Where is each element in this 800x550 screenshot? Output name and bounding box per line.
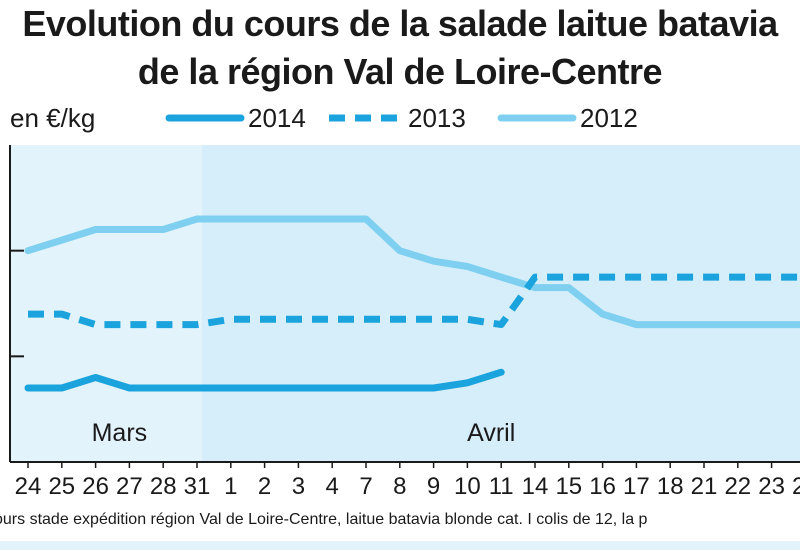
x-tick-label: 16 bbox=[589, 473, 616, 500]
legend-item-2013: 2013 bbox=[325, 103, 475, 133]
month-label-avril: Avril bbox=[467, 419, 515, 447]
x-tick-label: 18 bbox=[657, 473, 684, 500]
tick-labels: 24 25 26 27 28 31 1 2 3 4 7 8 9 10 11 14 15 16 17 18 21 22 23 2… bbox=[15, 419, 800, 500]
x-tick-label: 22 bbox=[724, 473, 751, 500]
legend-item-2012: 2012 bbox=[497, 103, 657, 133]
footnote: ours stade expédition région Val de Loir… bbox=[0, 511, 648, 528]
axes bbox=[9, 145, 800, 468]
legend-label-2012: 2012 bbox=[580, 103, 638, 133]
legend-item-2014: 2014 bbox=[165, 103, 315, 133]
chart-subtitle: de la région Val de Loire-Centre bbox=[137, 51, 663, 92]
bottom-band bbox=[0, 541, 800, 550]
x-tick-label: 25 bbox=[48, 473, 75, 500]
plot-background-march bbox=[10, 145, 202, 462]
series-line-2012 bbox=[24, 215, 800, 329]
month-label-mars: Mars bbox=[92, 419, 148, 447]
legend-swatch-2013 bbox=[329, 114, 401, 122]
x-tick-label: 28 bbox=[150, 473, 177, 500]
x-tick-label: 7 bbox=[359, 473, 372, 500]
x-tick-label: 11 bbox=[489, 473, 514, 500]
line-chart: 24 25 26 27 28 31 1 2 3 4 7 8 9 10 11 14 15 16 17 18 21 22 23 2… bbox=[9, 145, 800, 500]
legend-label-2014: 2014 bbox=[248, 103, 306, 133]
x-tick-label: 10 bbox=[454, 473, 481, 500]
legend-label-2013: 2013 bbox=[408, 103, 466, 133]
x-tick-label: 17 bbox=[623, 473, 650, 500]
x-tick-label: 24 bbox=[792, 473, 800, 500]
x-tick-label: 15 bbox=[555, 473, 582, 500]
x-tick-label: 9 bbox=[427, 473, 440, 500]
legend-swatch-2012 bbox=[497, 114, 577, 122]
plot-background-april bbox=[201, 145, 800, 462]
chart-title: Evolution du cours de la salade laitue b… bbox=[22, 3, 778, 44]
x-tick-label: 3 bbox=[292, 473, 305, 500]
x-tick-label: 8 bbox=[393, 473, 406, 500]
x-tick-label: 26 bbox=[82, 473, 109, 500]
series-line-2013 bbox=[28, 273, 800, 329]
series-line-2014 bbox=[24, 368, 505, 392]
x-tick-label: 4 bbox=[326, 473, 339, 500]
x-tick-label: 23 bbox=[758, 473, 785, 500]
x-tick-label: 14 bbox=[522, 473, 549, 500]
series-layer bbox=[24, 215, 800, 392]
x-tick-label: 1 bbox=[224, 473, 237, 500]
x-tick-label: 31 bbox=[184, 473, 211, 500]
y-axis-label: en €/kg bbox=[10, 103, 96, 133]
x-tick-label: 21 bbox=[691, 473, 718, 500]
legend-swatch-2014 bbox=[165, 114, 245, 122]
x-tick-label: 27 bbox=[116, 473, 143, 500]
x-tick-label: 24 bbox=[15, 473, 42, 500]
x-tick-label: 2 bbox=[258, 473, 271, 500]
